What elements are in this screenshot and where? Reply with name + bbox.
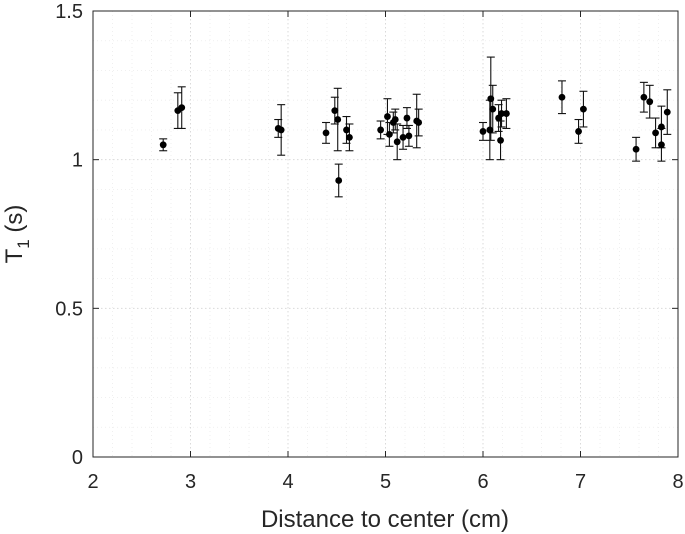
data-point [575,128,582,135]
x-tick-label: 2 [87,471,98,493]
data-point [580,105,587,113]
data-point [479,128,487,135]
data-point [487,95,495,103]
y-axis-label-unit: (s) [1,205,28,240]
data-point [652,129,659,137]
x-tick-label: 6 [477,471,488,493]
data-point [384,113,391,120]
data-point [632,145,640,153]
axis-ticks [92,10,679,458]
data-point [178,104,186,112]
data-point [346,133,353,141]
y-tick-label: 1 [72,150,83,172]
data-point [399,133,407,141]
data-point [405,132,413,140]
data-point [159,141,167,149]
x-tick-label: 3 [185,471,196,493]
data-points [159,93,671,184]
data-point [393,138,401,146]
data-point [277,126,285,134]
data-point [498,110,505,117]
data-point [663,108,671,116]
data-point [331,107,339,115]
y-axis-label: T1 (s) [1,205,33,264]
y-axis-label-main: T [1,248,28,263]
data-point [391,116,399,123]
x-tick-label: 4 [282,471,293,493]
data-point [558,93,566,101]
data-point [403,114,411,122]
data-point [503,110,510,117]
error-bars [159,56,672,198]
y-tick-label: 0 [72,447,83,469]
data-point [497,136,504,144]
data-point [322,129,330,137]
x-tick-labels: 2 3 4 5 6 7 8 [87,471,683,493]
data-point [343,126,350,134]
data-point [415,119,423,126]
data-point [658,141,665,149]
data-point [335,177,343,184]
y-tick-label: 0.5 [55,298,83,320]
x-axis-label: Distance to center (cm) [261,506,509,533]
y-axis-label-subscript: 1 [14,239,33,248]
data-point [334,116,342,123]
plot-frame [92,10,679,458]
x-tick-label: 7 [575,471,586,493]
y-tick-labels: 0 0.5 1 1.5 [55,1,83,469]
data-point [486,126,494,134]
minor-grid [93,11,678,457]
data-point [640,93,648,101]
x-tick-label: 8 [672,471,683,493]
y-tick-label: 1.5 [55,1,83,23]
data-point [658,123,665,131]
data-point [386,130,393,138]
major-grid [93,11,678,457]
data-point [489,105,497,113]
x-tick-label: 5 [380,471,391,493]
data-point [646,98,654,106]
data-point [377,126,385,134]
